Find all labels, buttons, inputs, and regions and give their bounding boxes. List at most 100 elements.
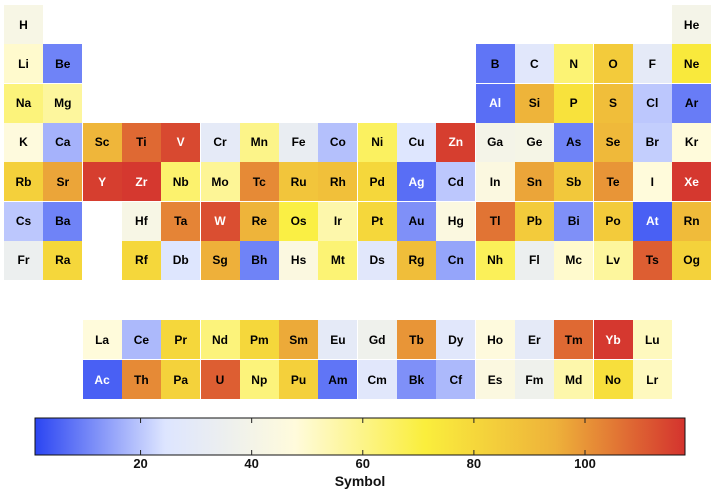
element-cell-pt: Pt <box>357 201 397 241</box>
element-cell-sb: Sb <box>554 162 594 202</box>
element-cell-mo: Mo <box>200 162 240 202</box>
element-cell-f: F <box>632 44 672 84</box>
element-cell-eu: Eu <box>318 320 358 359</box>
element-cell-cm: Cm <box>357 360 397 399</box>
element-cell-ga: Ga <box>475 122 515 162</box>
element-cell-as: As <box>554 122 594 162</box>
element-cell-br: Br <box>632 122 672 162</box>
element-cell-yb: Yb <box>593 320 633 359</box>
element-cell-hf: Hf <box>121 201 161 241</box>
element-cell-md: Md <box>554 360 594 399</box>
element-cell-la: La <box>82 320 122 359</box>
element-cell-zn: Zn <box>436 122 476 162</box>
element-cell-u: U <box>200 360 240 399</box>
element-cell-c: C <box>514 44 554 84</box>
element-cell-be: Be <box>43 44 83 84</box>
element-cell-mt: Mt <box>318 240 358 280</box>
element-cell-li: Li <box>4 44 43 84</box>
element-cell-es: Es <box>475 360 515 399</box>
colorbar-ticks: 20 40 60 80 100 <box>133 418 596 471</box>
element-cell-al: Al <box>475 83 515 123</box>
element-cell-cd: Cd <box>436 162 476 202</box>
element-cell-rn: Rn <box>672 201 712 241</box>
element-cell-k: K <box>4 122 43 162</box>
element-cell-tb: Tb <box>397 320 436 359</box>
element-cell-gd: Gd <box>357 320 397 359</box>
element-cell-lu: Lu <box>632 320 672 359</box>
element-cell-sm: Sm <box>279 320 319 359</box>
colorbar-tick-label: 40 <box>244 456 258 471</box>
element-cell-cn: Cn <box>436 240 476 280</box>
element-cell-cs: Cs <box>4 201 43 241</box>
element-cell-rb: Rb <box>4 162 43 202</box>
element-cell-n: N <box>554 44 594 84</box>
element-cell-co: Co <box>318 122 358 162</box>
element-cell-sg: Sg <box>200 240 240 280</box>
element-cell-pd: Pd <box>357 162 397 202</box>
colorbar-tick-label: 80 <box>467 456 481 471</box>
element-cell-si: Si <box>514 83 554 123</box>
element-cell-dy: Dy <box>436 320 476 359</box>
element-cell-lr: Lr <box>632 360 672 399</box>
element-cell-ho: Ho <box>475 320 515 359</box>
element-cell-ba: Ba <box>43 201 83 241</box>
element-cell-p: P <box>554 83 594 123</box>
element-cell-am: Am <box>318 360 358 399</box>
element-cell-in: In <box>475 162 515 202</box>
element-cell-er: Er <box>514 320 554 359</box>
element-cell-nb: Nb <box>161 162 201 202</box>
element-cell-h: H <box>4 5 43 44</box>
element-cell-he: He <box>672 5 712 44</box>
element-cell-bi: Bi <box>554 201 594 241</box>
element-cell-fe: Fe <box>279 122 319 162</box>
element-cell-cu: Cu <box>397 122 436 162</box>
element-cell-ge: Ge <box>514 122 554 162</box>
element-cell-y: Y <box>82 162 122 202</box>
element-cell-mg: Mg <box>43 83 83 123</box>
element-cell-fr: Fr <box>4 240 43 280</box>
element-cell-ni: Ni <box>357 122 397 162</box>
element-cell-i: I <box>632 162 672 202</box>
element-cell-b: B <box>475 44 515 84</box>
periodic-table-heatmap: H He Li Be B C N O F Ne Na Mg Al Si P S Cl Ar K Ca Sc Ti V Cr Mn… <box>4 5 712 399</box>
element-cell-pr: Pr <box>161 320 201 359</box>
element-cell-cr: Cr <box>200 122 240 162</box>
element-cell-at: At <box>632 201 672 241</box>
element-cell-ac: Ac <box>82 360 122 399</box>
element-cell-rh: Rh <box>318 162 358 202</box>
colorbar-tick-label: 60 <box>356 456 370 471</box>
element-cell-zr: Zr <box>121 162 161 202</box>
element-cell-np: Np <box>239 360 279 399</box>
colorbar-tick-label: 100 <box>574 456 596 471</box>
element-cell-ds: Ds <box>357 240 397 280</box>
element-cell-lv: Lv <box>593 240 633 280</box>
element-cell-tm: Tm <box>554 320 594 359</box>
element-cell-ag: Ag <box>397 162 436 202</box>
element-cell-ra: Ra <box>43 240 83 280</box>
element-cell-xe: Xe <box>672 162 712 202</box>
element-cell-sn: Sn <box>514 162 554 202</box>
element-cell-se: Se <box>593 122 633 162</box>
element-cell-au: Au <box>397 201 436 241</box>
element-cell-hs: Hs <box>279 240 319 280</box>
element-cell-fm: Fm <box>514 360 554 399</box>
element-cell-o: O <box>593 44 633 84</box>
element-cell-ar: Ar <box>672 83 712 123</box>
colorbar-gradient <box>34 417 686 456</box>
element-cell-w: W <box>200 201 240 241</box>
element-cell-kr: Kr <box>672 122 712 162</box>
element-cell-v: V <box>161 122 201 162</box>
element-cell-mn: Mn <box>239 122 279 162</box>
element-cell-os: Os <box>279 201 319 241</box>
element-cell-ir: Ir <box>318 201 358 241</box>
element-cell-ti: Ti <box>121 122 161 162</box>
element-cell-rg: Rg <box>397 240 436 280</box>
element-cell-tc: Tc <box>239 162 279 202</box>
element-cell-ta: Ta <box>161 201 201 241</box>
element-cell-bh: Bh <box>239 240 279 280</box>
element-cell-ce: Ce <box>121 320 161 359</box>
element-cell-nd: Nd <box>200 320 240 359</box>
colorbar-title: Symbol <box>334 473 386 489</box>
element-cell-pb: Pb <box>514 201 554 241</box>
